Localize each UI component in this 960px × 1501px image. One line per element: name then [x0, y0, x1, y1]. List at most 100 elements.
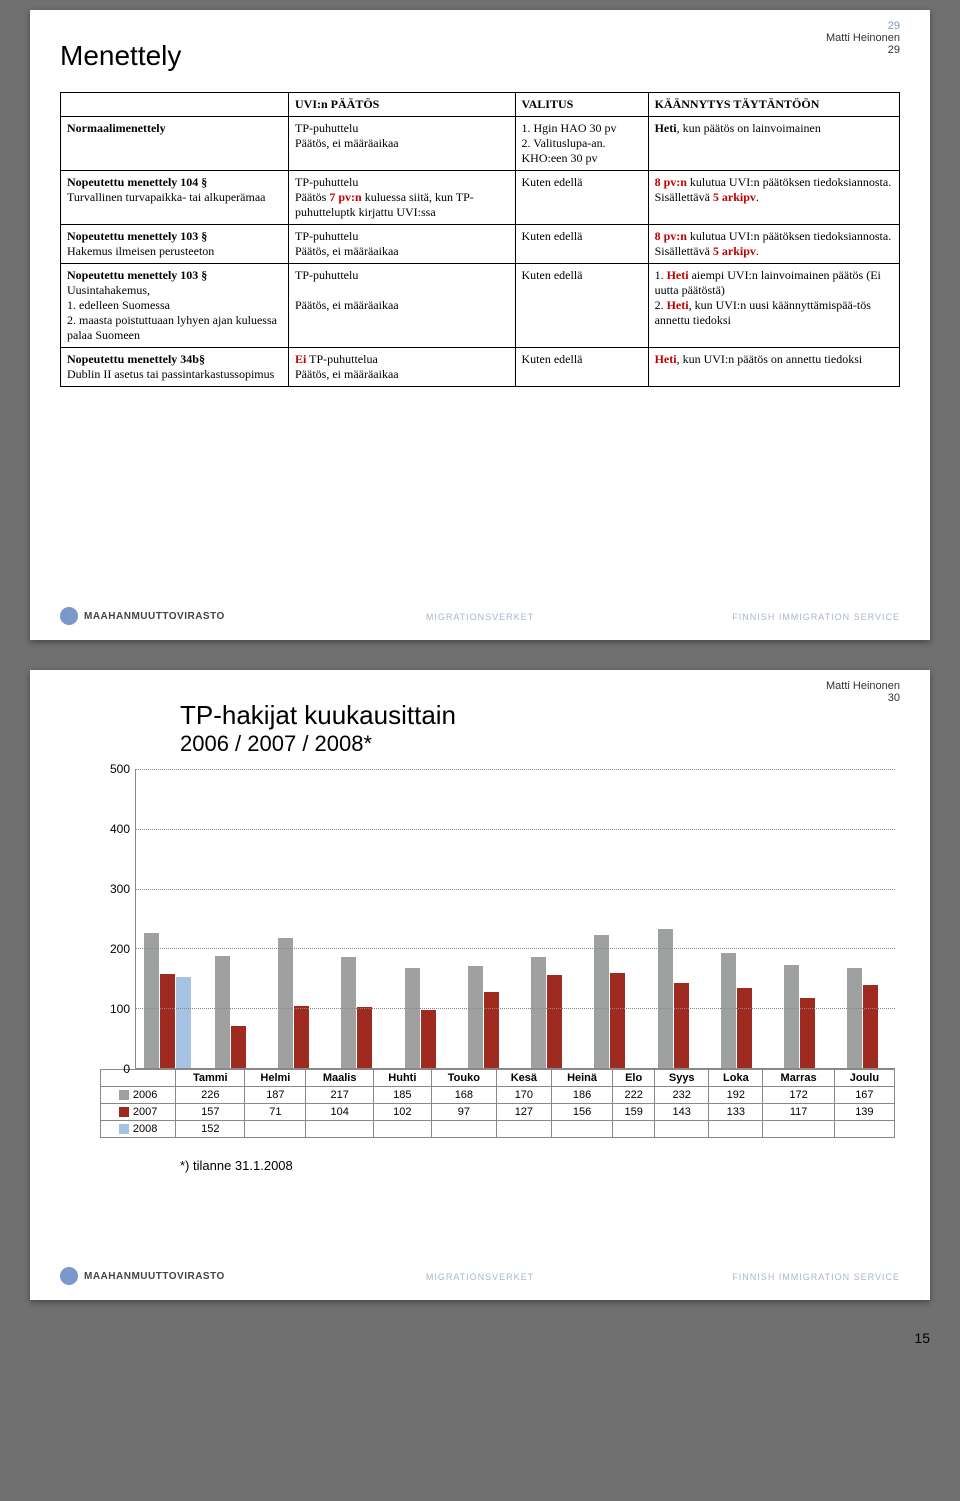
table-cell: Ei TP-puhutteluaPäätös, ei määräaikaa — [289, 348, 516, 387]
data-cell: 159 — [613, 1104, 655, 1121]
data-cell: 117 — [763, 1104, 834, 1121]
data-cell: 104 — [306, 1104, 373, 1121]
author-name: Matti Heinonen — [826, 32, 900, 44]
slide-title: Menettely — [60, 40, 900, 72]
bars-container — [136, 769, 895, 1068]
data-row: 20071577110410297127156159143133117139 — [101, 1104, 895, 1121]
bar-2007 — [547, 975, 562, 1068]
month-header: Joulu — [834, 1070, 894, 1087]
table-header: KÄÄNNYTYS TÄYTÄNTÖÖN — [648, 93, 899, 117]
bar-2007 — [610, 973, 625, 1068]
grid-line — [136, 948, 895, 949]
month-column — [326, 769, 389, 1068]
table-header — [61, 93, 289, 117]
legend-label: 2006 — [133, 1089, 157, 1101]
data-cell: 185 — [373, 1087, 431, 1104]
table-cell: Kuten edellä — [515, 264, 648, 348]
data-cell — [496, 1121, 551, 1138]
table-cell: Kuten edellä — [515, 225, 648, 264]
bar-2006 — [341, 957, 356, 1068]
author-page: 30 — [826, 692, 900, 704]
data-cell: 186 — [551, 1087, 612, 1104]
chart-footnote: *) tilanne 31.1.2008 — [180, 1158, 900, 1173]
month-header: Marras — [763, 1070, 834, 1087]
data-cell: 187 — [245, 1087, 306, 1104]
y-tick-label: 400 — [110, 822, 130, 836]
month-column — [136, 769, 199, 1068]
data-cell: 226 — [176, 1087, 245, 1104]
table-cell: Nopeutettu menettely 104 §Turvallinen tu… — [61, 171, 289, 225]
legend-cell: 2007 — [101, 1104, 176, 1121]
data-cell: 133 — [709, 1104, 763, 1121]
bar-2007 — [421, 1010, 436, 1068]
bar-2006 — [531, 957, 546, 1068]
y-tick-label: 300 — [110, 882, 130, 896]
data-cell: 192 — [709, 1087, 763, 1104]
bar-2007 — [737, 988, 752, 1068]
table-cell: Normaalimenettely — [61, 117, 289, 171]
month-header: Elo — [613, 1070, 655, 1087]
data-cell — [551, 1121, 612, 1138]
slide-header: 29 Matti Heinonen 29 — [826, 20, 900, 56]
y-tick-label: 0 — [123, 1062, 130, 1076]
bar-2006 — [468, 966, 483, 1068]
y-tick-label: 200 — [110, 942, 130, 956]
data-cell: 167 — [834, 1087, 894, 1104]
footer-right-text: FINNISH IMMIGRATION SERVICE — [732, 612, 900, 622]
table-cell: Nopeutettu menettely 103 §Uusintahakemus… — [61, 264, 289, 348]
table-cell: Heti, kun UVI:n päätös on annettu tiedok… — [648, 348, 899, 387]
data-cell: 143 — [655, 1104, 709, 1121]
bar-2007 — [484, 992, 499, 1068]
bar-2006 — [278, 938, 293, 1068]
document-page-number: 15 — [0, 1330, 930, 1346]
data-cell: 102 — [373, 1104, 431, 1121]
data-cell — [431, 1121, 496, 1138]
data-cell — [655, 1121, 709, 1138]
chart-title: TP-hakijat kuukausittain — [180, 700, 900, 731]
bar-2007 — [160, 974, 175, 1068]
table-cell: 1. Hgin HAO 30 pv2. Valituslupa-an. KHO:… — [515, 117, 648, 171]
month-column — [389, 769, 452, 1068]
data-cell: 71 — [245, 1104, 306, 1121]
legend-box-icon — [119, 1090, 129, 1100]
table-cell: Heti, kun päätös on lainvoimainen — [648, 117, 899, 171]
data-cell — [373, 1121, 431, 1138]
month-header: Tammi — [176, 1070, 245, 1087]
data-cell: 97 — [431, 1104, 496, 1121]
month-header: Syys — [655, 1070, 709, 1087]
bar-2006 — [721, 953, 736, 1068]
bar-2007 — [294, 1006, 309, 1068]
month-column — [263, 769, 326, 1068]
bar-2006 — [847, 968, 862, 1068]
chart-area: 0100200300400500 — [100, 769, 900, 1069]
data-cell: 172 — [763, 1087, 834, 1104]
table-header: UVI:n PÄÄTÖS — [289, 93, 516, 117]
table-row: Nopeutettu menettely 103 §Hakemus ilmeis… — [61, 225, 900, 264]
table-cell: Kuten edellä — [515, 171, 648, 225]
month-header: Loka — [709, 1070, 763, 1087]
data-cell: 168 — [431, 1087, 496, 1104]
bar-2007 — [674, 983, 689, 1069]
month-header: Huhti — [373, 1070, 431, 1087]
data-cell: 152 — [176, 1121, 245, 1138]
data-row: 2006226187217185168170186222232192172167 — [101, 1087, 895, 1104]
legend-label: 2008 — [133, 1123, 157, 1135]
data-cell — [834, 1121, 894, 1138]
bar-2008 — [176, 977, 191, 1068]
author-name: Matti Heinonen — [826, 680, 900, 692]
table-corner — [101, 1070, 176, 1087]
data-cell — [306, 1121, 373, 1138]
procedure-table: UVI:n PÄÄTÖSVALITUSKÄÄNNYTYS TÄYTÄNTÖÖN … — [60, 92, 900, 387]
bar-2007 — [357, 1007, 372, 1068]
data-row: 2008 152 — [101, 1121, 895, 1138]
month-header: Helmi — [245, 1070, 306, 1087]
month-column — [642, 769, 705, 1068]
data-cell: 157 — [176, 1104, 245, 1121]
month-header: Maalis — [306, 1070, 373, 1087]
slide-29: 29 Matti Heinonen 29 Menettely UVI:n PÄÄ… — [30, 10, 930, 640]
table-cell: TP-puhutteluPäätös, ei määräaikaa — [289, 225, 516, 264]
bar-2006 — [215, 956, 230, 1068]
month-header: Kesä — [496, 1070, 551, 1087]
data-cell: 139 — [834, 1104, 894, 1121]
table-cell: TP-puhutteluPäätös 7 pv:n kuluessa siitä… — [289, 171, 516, 225]
